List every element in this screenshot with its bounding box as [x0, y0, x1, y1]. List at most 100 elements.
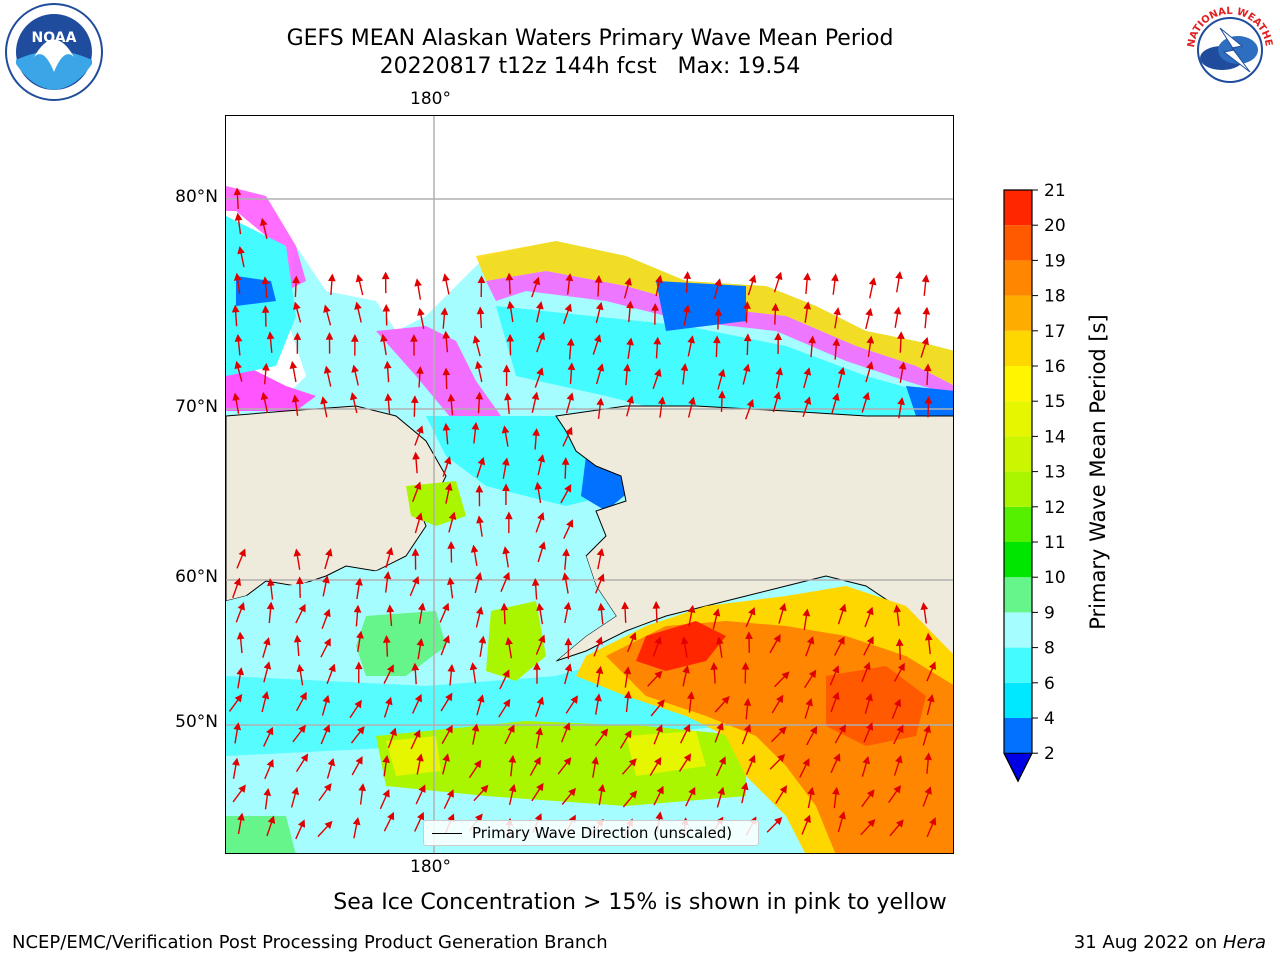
wave-arrow-head: [865, 693, 873, 702]
wave-arrow-head: [237, 245, 245, 255]
wave-arrow-head: [260, 391, 269, 401]
wave-arrow-head: [472, 335, 481, 344]
wave-arrow-head: [508, 754, 517, 763]
wave-arrow-head: [626, 300, 634, 309]
wave-arrow-head: [596, 363, 605, 372]
wave-arrow-head: [325, 548, 333, 557]
wave-arrow-head: [291, 394, 300, 403]
wave-arrow-head: [655, 724, 663, 733]
wave-arrow-head: [803, 367, 812, 376]
wave-arrow-head: [383, 360, 392, 369]
wave-arrow-head: [924, 786, 932, 795]
wave-arrow-head: [447, 663, 456, 672]
wave-arrow-head: [502, 364, 511, 373]
wave-arrow-head: [233, 722, 242, 731]
colorbar-tick-label: 8: [1044, 639, 1055, 659]
wave-arrow-head: [535, 727, 543, 736]
wave-arrow-head: [532, 276, 541, 286]
wave-arrow-head: [355, 756, 363, 765]
wave-arrow-head: [354, 661, 363, 670]
wave-arrow-head: [687, 335, 695, 344]
colorbar-tick-label: 17: [1044, 322, 1066, 342]
wave-arrow-head: [292, 275, 300, 284]
wave-arrow-head: [382, 635, 391, 643]
wave-arrow-head: [442, 273, 450, 282]
wave-arrow-head: [802, 608, 811, 617]
wave-arrow-head: [745, 631, 753, 640]
colorbar-segment: [1004, 260, 1032, 296]
wave-arrow-head: [807, 786, 815, 796]
colorbar-segment: [1004, 542, 1032, 578]
wave-arrow-head: [803, 814, 811, 824]
wave-arrow-head: [921, 274, 930, 283]
colorbar-tick-label: 10: [1044, 568, 1066, 588]
wave-arrow-head: [897, 662, 905, 672]
wave-arrow-head: [866, 606, 874, 616]
wave-arrow-head: [624, 277, 632, 286]
wave-arrow-head: [803, 396, 812, 405]
wave-arrow-head: [538, 541, 546, 550]
period-region-cyan: [426, 416, 606, 506]
wave-arrow-head: [323, 365, 332, 374]
wave-arrow-head: [563, 757, 572, 766]
colorbar-segment: [1004, 647, 1032, 683]
wave-arrow-head: [532, 428, 540, 436]
wave-arrow-head: [687, 604, 696, 613]
wave-arrow-head: [656, 699, 665, 708]
wave-arrow-head: [748, 754, 756, 764]
wave-arrow-head: [354, 301, 362, 310]
wave-arrow-head: [629, 790, 638, 799]
wave-arrow-head: [447, 813, 455, 823]
colorbar-tick-label: 20: [1044, 216, 1066, 236]
wave-arrow-head: [683, 723, 691, 733]
wave-arrow-head: [715, 636, 724, 645]
wave-arrow-head: [653, 336, 662, 345]
wave-arrow-head: [503, 698, 511, 708]
latitude-label-50n: 50°N: [175, 712, 218, 732]
wave-arrow-head: [236, 667, 245, 676]
wave-arrow-head: [358, 783, 367, 792]
nws-logo: NATIONAL WEATHER SERVICE: [1180, 0, 1278, 98]
colorbar-segment: [1004, 330, 1032, 366]
colorbar-tick-label: 4: [1044, 709, 1055, 729]
period-region-green: [226, 816, 296, 853]
wave-arrow-head: [470, 544, 479, 553]
ice-edge-band: [476, 241, 953, 385]
wave-arrow-head: [624, 690, 632, 699]
wave-arrow-head: [802, 758, 810, 767]
wave-arrow-head: [442, 367, 451, 376]
period-region-yellowgreen: [486, 601, 546, 681]
wave-arrow-head: [596, 397, 605, 406]
wave-arrow-head: [475, 606, 484, 615]
colorbar-tick-label: 13: [1044, 463, 1066, 483]
wave-arrow-head: [568, 787, 576, 797]
wave-arrow-head: [414, 278, 422, 287]
wave-arrow-head: [565, 273, 574, 282]
wave-arrow-head: [440, 307, 449, 316]
wave-arrow-head: [356, 726, 365, 735]
wave-arrow-head: [774, 332, 783, 340]
wave-arrow-head: [838, 811, 846, 820]
wave-arrow-head: [416, 425, 424, 434]
wave-arrow-head: [833, 753, 841, 762]
wave-arrow-head: [412, 451, 420, 460]
wave-arrow-head: [500, 602, 509, 611]
wave-arrow-head: [300, 753, 309, 763]
colorbar-tick-label: 2: [1044, 744, 1055, 764]
wave-arrow-head: [837, 366, 846, 376]
wave-arrow-head: [447, 393, 456, 402]
wave-arrow-head: [565, 426, 573, 436]
colorbar-tick-label: 16: [1044, 357, 1066, 377]
wave-arrow-head: [298, 603, 306, 613]
wave-arrow-head: [714, 278, 722, 287]
wave-arrow-head: [505, 272, 514, 281]
arctic-ice-top: [226, 116, 953, 351]
wave-arrow-head: [233, 272, 242, 281]
wave-arrow-head: [382, 789, 390, 798]
wave-arrow-head: [564, 637, 573, 646]
wave-arrow-head: [237, 812, 245, 821]
wave-arrow-head: [418, 784, 426, 793]
colorbar-tick-label: 11: [1044, 533, 1066, 553]
wave-arrow-head: [322, 694, 331, 704]
wave-arrow-head: [683, 753, 692, 762]
